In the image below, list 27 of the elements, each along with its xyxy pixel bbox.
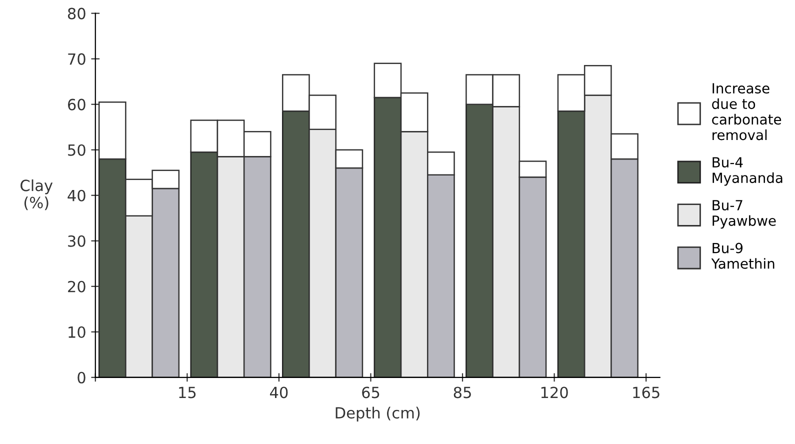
y-tick-label: 40	[68, 190, 86, 202]
y-tick-label: 80	[68, 8, 86, 20]
y-tick-label: 60	[68, 98, 86, 110]
text: 40	[270, 386, 288, 398]
text: 65	[362, 386, 380, 398]
x-axis-title: Depth (cm)	[336, 406, 420, 422]
y-tick-label: 70	[68, 53, 86, 65]
legend-label: Increase due to carbonate removal	[712, 83, 782, 140]
bar	[282, 110, 310, 378]
legend-label: Bu-9 Yamethin	[711, 242, 774, 269]
legend-label: Bu-7 Pyawbwe	[712, 200, 776, 229]
text: 15	[179, 386, 196, 398]
bar	[374, 96, 402, 378]
text: 85	[454, 386, 471, 398]
bar	[466, 104, 494, 378]
y-axis-title: Clay (%)	[20, 179, 53, 210]
text: 120	[541, 386, 568, 398]
bar	[557, 110, 586, 378]
y-tick-label: 0	[78, 372, 86, 384]
text: 165	[633, 386, 660, 398]
y-tick-label: 30	[68, 235, 86, 247]
legend-label: Bu-4 Myananda	[712, 157, 782, 186]
bar	[98, 158, 126, 378]
y-tick-label: 50	[68, 144, 86, 156]
y-tick-label: 20	[68, 280, 86, 292]
y-tick-label: 10	[68, 326, 86, 338]
bar	[190, 152, 218, 378]
